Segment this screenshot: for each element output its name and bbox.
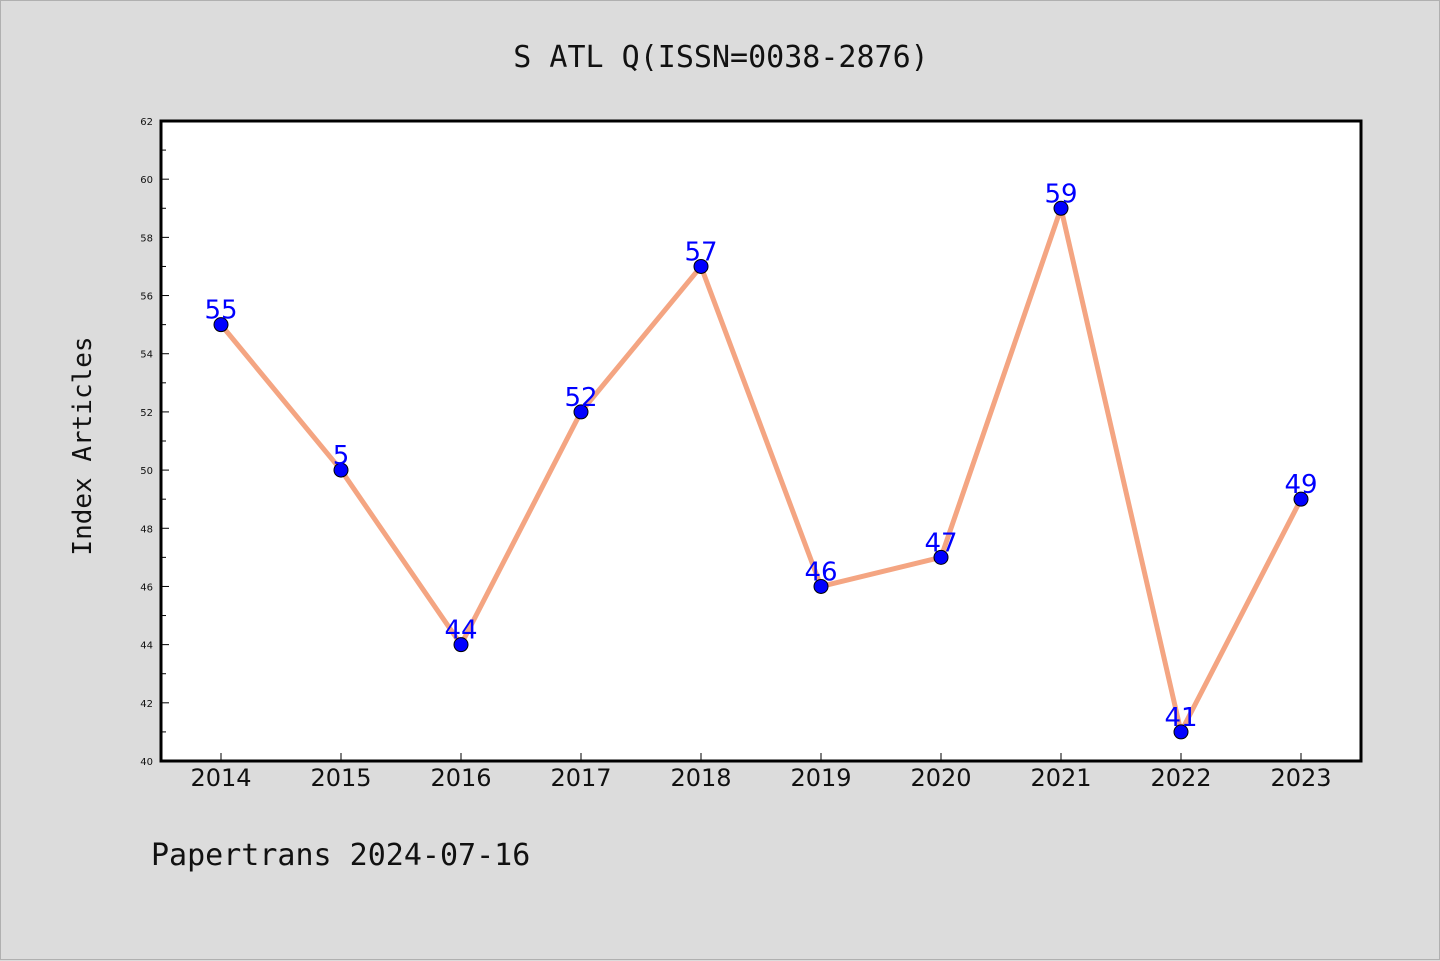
data-point [1173,724,1189,740]
data-label: 49 [1284,470,1317,500]
data-label: 52 [564,383,597,413]
data-label: 59 [1044,179,1077,209]
y-tick-label: 46 [140,582,153,593]
y-tick-label: 58 [140,233,153,244]
data-label: 47 [924,528,957,558]
x-tick-label: 2015 [310,764,371,792]
y-tick-label: 52 [140,408,153,419]
y-axis-label: Index Articles [68,336,98,555]
data-label: 46 [804,557,837,587]
x-tick-label: 2017 [550,764,611,792]
y-tick-label: 40 [140,757,153,768]
x-tick-label: 2021 [1030,764,1091,792]
y-tick-label: 42 [140,699,153,710]
data-point [333,462,349,478]
x-tick-label: 2016 [430,764,491,792]
y-tick-label: 62 [140,117,153,128]
data-point [813,578,829,594]
data-point [1293,491,1309,507]
data-point [213,317,229,333]
y-tick-label: 56 [140,292,153,303]
data-point [453,637,469,653]
y-tick-label: 54 [140,350,153,361]
data-point [573,404,589,420]
x-tick-label: 2023 [1270,764,1331,792]
data-label: 41 [1164,703,1197,733]
data-label: 57 [684,237,717,267]
y-tick-label: 48 [140,524,153,535]
data-point [693,258,709,274]
y-axis: 40 42 44 46 48 50 52 54 56 58 60 62 [140,117,169,768]
series-line [219,205,1304,735]
data-label: 44 [444,616,477,646]
footer-credit: Papertrans 2024-07-16 [151,838,530,873]
data-label: 55 [204,296,237,326]
y-tick-label: 50 [140,466,153,477]
x-tick-label: 2019 [790,764,851,792]
x-axis: 2014 2015 2016 2017 2018 2019 2020 2021 2022 2023 [190,753,1332,792]
x-tick-label: 2020 [910,764,971,792]
data-label: 5 [333,441,350,471]
data-point [933,549,949,565]
data-point [1053,200,1069,216]
x-tick-label: 2022 [1150,764,1211,792]
y-tick-label: 60 [140,175,153,186]
y-tick-label: 44 [140,641,153,652]
chart-title: S ATL Q(ISSN=0038-2876) [513,40,928,75]
x-tick-label: 2018 [670,764,731,792]
x-tick-label: 2014 [190,764,251,792]
